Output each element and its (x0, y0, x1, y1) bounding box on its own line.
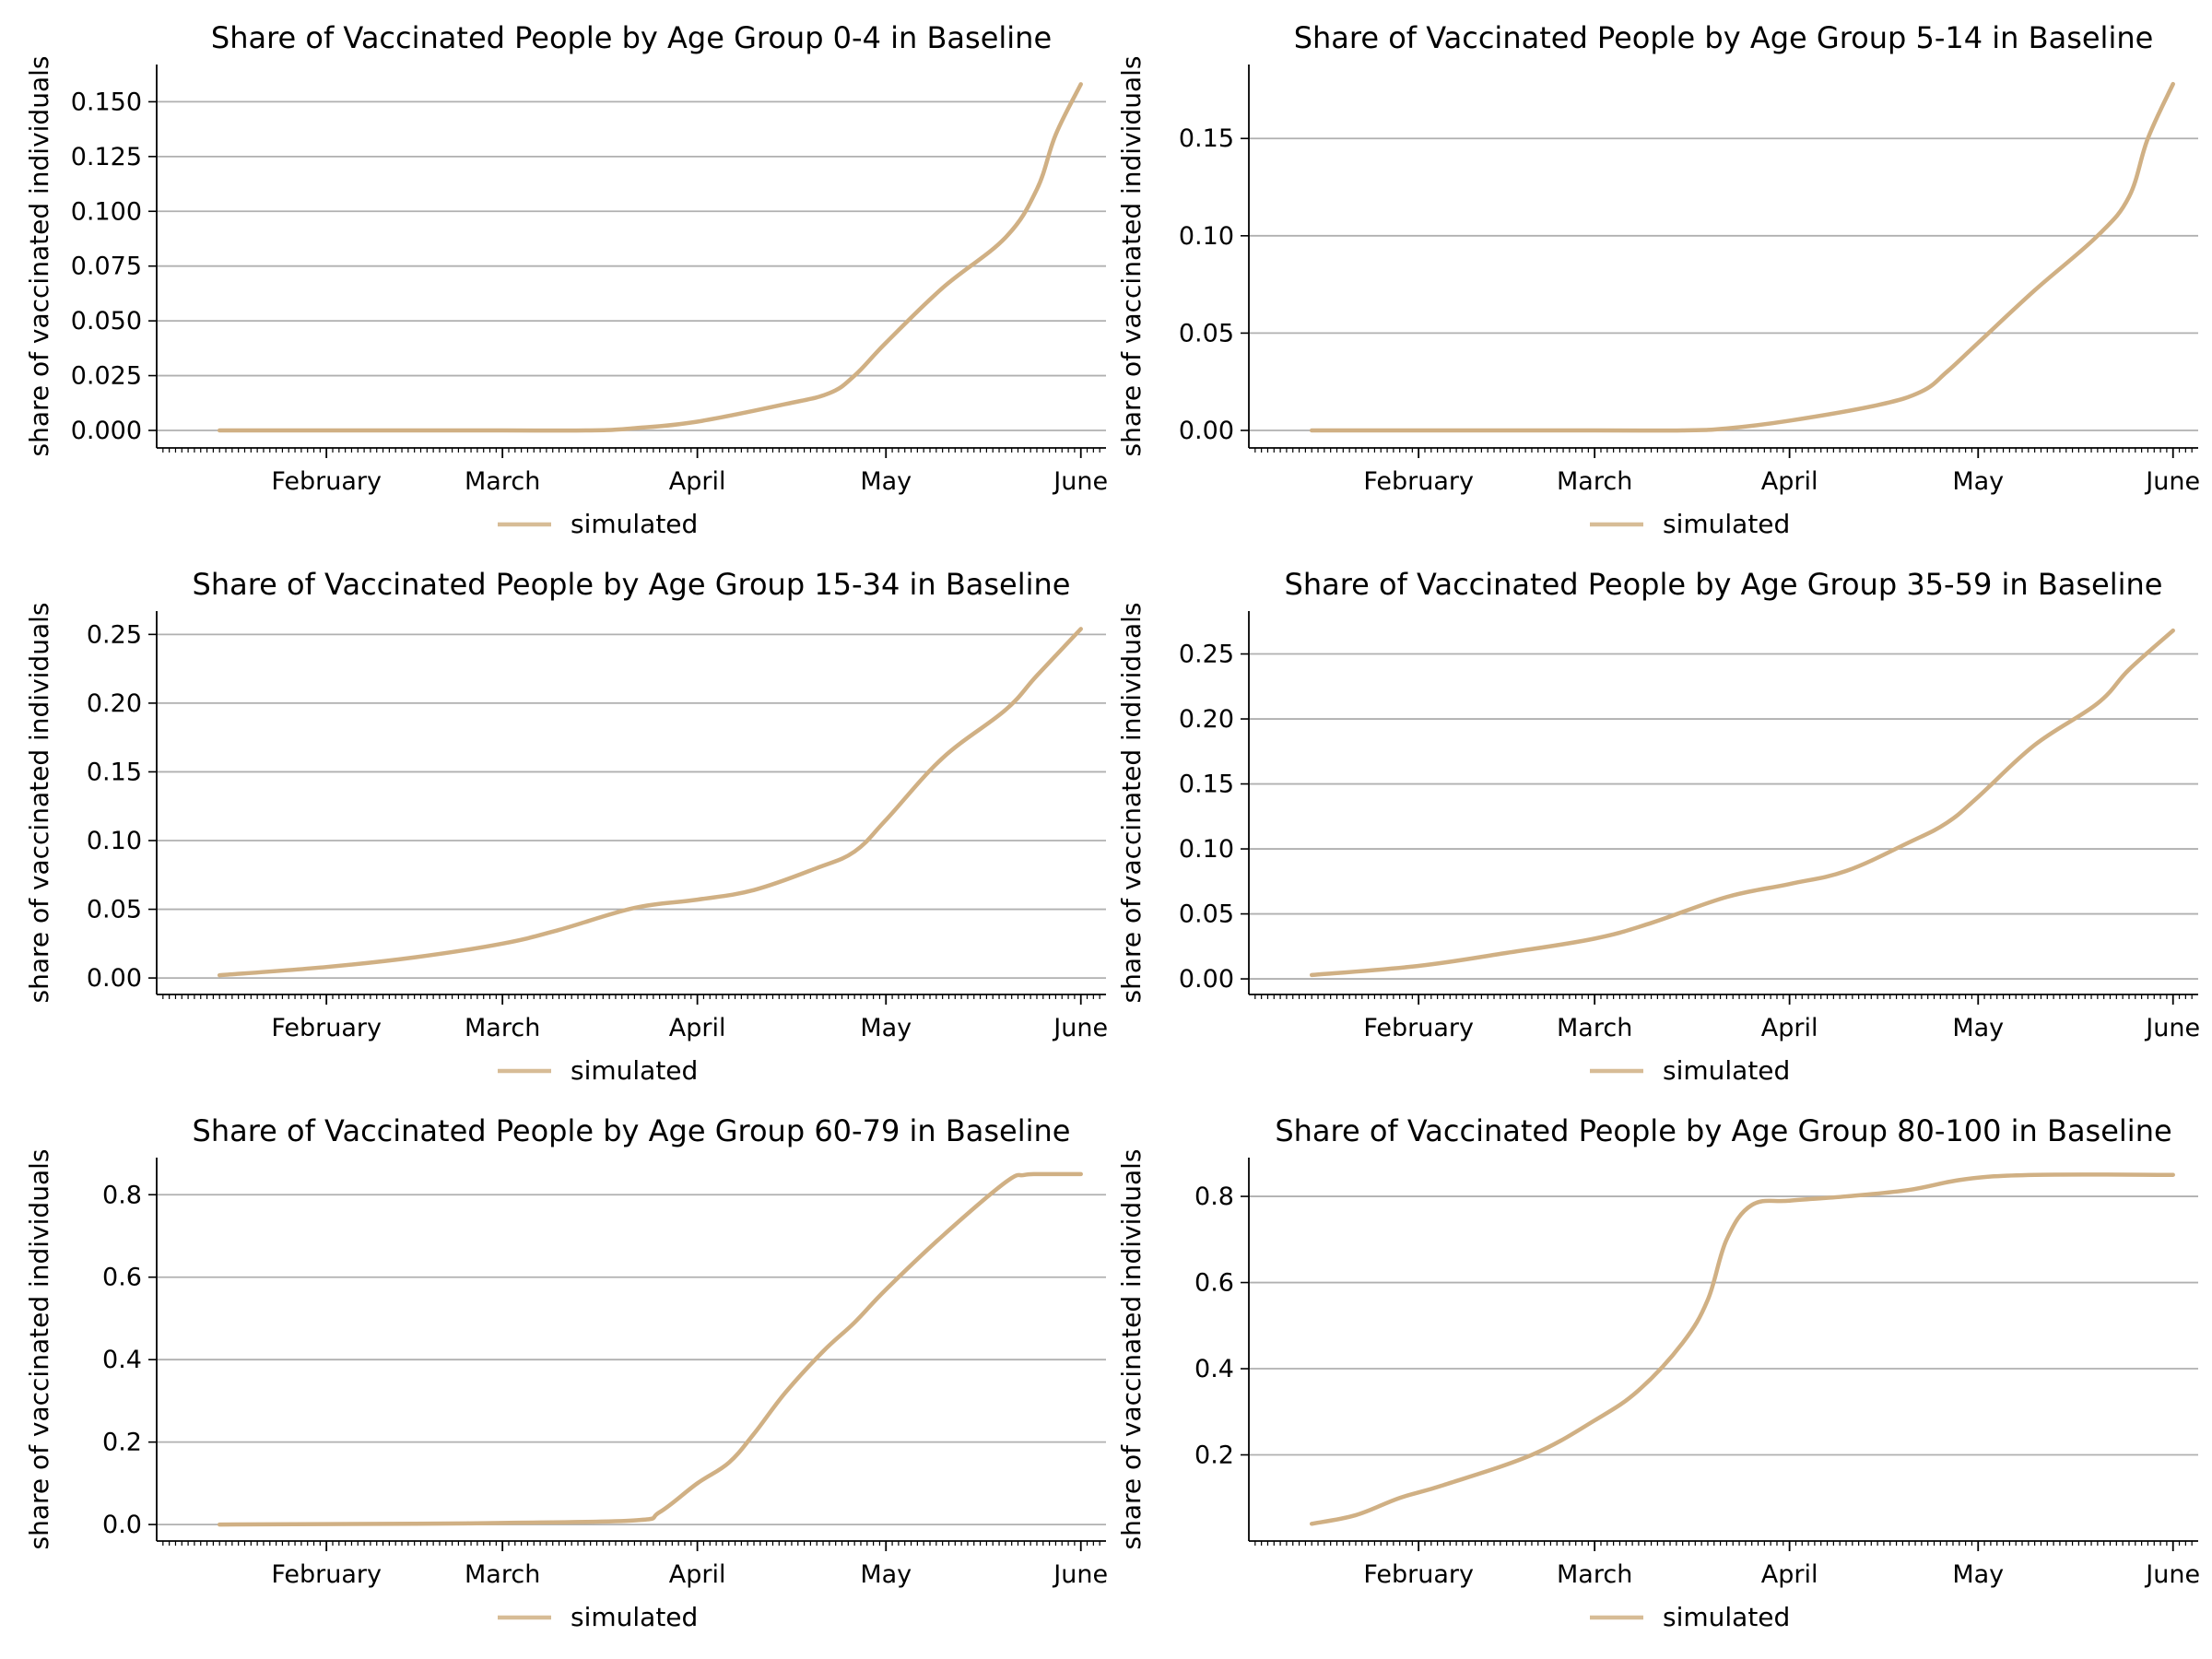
y-tick-label: 0.025 (71, 362, 142, 391)
chart-title: Share of Vaccinated People by Age Group … (211, 20, 1052, 55)
x-tick-label: April (669, 467, 726, 496)
y-tick-label: 0.0 (102, 1511, 142, 1539)
x-tick-label: April (669, 1014, 726, 1042)
y-axis-label: share of vaccinated individuals (24, 603, 54, 1004)
y-axis-label: share of vaccinated individuals (24, 56, 54, 457)
legend-label: simulated (571, 1602, 698, 1632)
y-tick-label: 0.8 (1194, 1182, 1234, 1211)
y-tick-label: 0.15 (87, 758, 142, 786)
chart-title: Share of Vaccinated People by Age Group … (1294, 20, 2154, 55)
chart-title: Share of Vaccinated People by Age Group … (193, 1113, 1071, 1148)
y-tick-label: 0.125 (71, 143, 142, 171)
y-tick-label: 0.150 (71, 88, 142, 116)
x-tick-label: May (1952, 1560, 2004, 1589)
x-tick-label: February (271, 1014, 382, 1042)
chart-panel-3: Share of Vaccinated People by Age Group … (0, 547, 1108, 1092)
chart-svg: Share of Vaccinated People by Age Group … (1116, 567, 2200, 1086)
y-tick-label: 0.15 (1179, 771, 1234, 799)
x-tick-label: June (1052, 467, 1108, 496)
chart-svg: Share of Vaccinated People by Age Group … (1116, 20, 2200, 539)
x-tick-label: April (1761, 1014, 1818, 1042)
y-tick-label: 0.4 (1194, 1355, 1234, 1383)
y-tick-label: 0.100 (71, 197, 142, 226)
chart-title: Share of Vaccinated People by Age Group … (193, 567, 1071, 602)
y-tick-label: 0.8 (102, 1181, 142, 1209)
y-tick-label: 0.00 (1179, 965, 1234, 994)
x-tick-label: February (1363, 1560, 1474, 1589)
legend-label: simulated (1663, 1055, 1790, 1086)
y-tick-label: 0.20 (87, 689, 142, 718)
chart-title: Share of Vaccinated People by Age Group … (1285, 567, 2163, 602)
chart-panel-6: Share of Vaccinated People by Age Group … (1092, 1093, 2200, 1639)
x-tick-label: March (1557, 1560, 1632, 1589)
series-line-simulated (1309, 81, 2175, 433)
x-tick-label: June (2144, 1560, 2200, 1589)
chart-panel-2: Share of Vaccinated People by Age Group … (1092, 0, 2200, 546)
y-axis-label: share of vaccinated individuals (1116, 56, 1147, 457)
x-tick-label: March (1557, 467, 1632, 496)
chart-svg: Share of Vaccinated People by Age Group … (24, 567, 1108, 1086)
x-tick-label: February (1363, 1014, 1474, 1042)
y-tick-label: 0.2 (102, 1429, 142, 1457)
y-tick-label: 0.050 (71, 307, 142, 335)
chart-svg: Share of Vaccinated People by Age Group … (1116, 1113, 2200, 1632)
x-tick-label: February (271, 1560, 382, 1589)
x-tick-label: May (860, 467, 912, 496)
x-tick-label: April (1761, 1560, 1818, 1589)
legend-label: simulated (1663, 509, 1790, 539)
chart-svg: Share of Vaccinated People by Age Group … (24, 1113, 1108, 1632)
legend-label: simulated (571, 1055, 698, 1086)
chart-panel-5: Share of Vaccinated People by Age Group … (0, 1093, 1108, 1639)
y-tick-label: 0.20 (1179, 705, 1234, 734)
y-tick-label: 0.4 (102, 1346, 142, 1374)
y-tick-label: 0.10 (87, 827, 142, 855)
x-tick-label: February (271, 467, 382, 496)
chart-svg: Share of Vaccinated People by Age Group … (24, 20, 1108, 539)
series-line-simulated (217, 82, 1083, 433)
legend-label: simulated (1663, 1602, 1790, 1632)
x-tick-label: April (669, 1560, 726, 1589)
y-tick-label: 0.2 (1194, 1441, 1234, 1470)
series-line-simulated (217, 1171, 1083, 1527)
series-line-simulated (1309, 1172, 2175, 1526)
y-tick-label: 0.10 (1179, 222, 1234, 251)
y-tick-label: 0.15 (1179, 124, 1234, 153)
x-tick-label: March (1557, 1014, 1632, 1042)
series-line-simulated (1309, 628, 2175, 978)
chart-panel-4: Share of Vaccinated People by Age Group … (1092, 547, 2200, 1092)
y-tick-label: 0.10 (1179, 835, 1234, 864)
legend-label: simulated (571, 509, 698, 539)
y-axis-label: share of vaccinated individuals (24, 1149, 54, 1550)
y-tick-label: 0.6 (102, 1264, 142, 1292)
x-tick-label: May (1952, 467, 2004, 496)
chart-title: Share of Vaccinated People by Age Group … (1275, 1113, 2171, 1148)
y-tick-label: 0.6 (1194, 1269, 1234, 1298)
y-tick-label: 0.075 (71, 253, 142, 281)
series-line-simulated (217, 627, 1083, 978)
x-tick-label: May (860, 1014, 912, 1042)
x-tick-label: June (1052, 1560, 1108, 1589)
y-tick-label: 0.000 (71, 417, 142, 445)
y-tick-label: 0.05 (87, 896, 142, 924)
x-tick-label: June (1052, 1014, 1108, 1042)
y-tick-label: 0.25 (87, 620, 142, 649)
x-tick-label: April (1761, 467, 1818, 496)
y-tick-label: 0.00 (1179, 417, 1234, 445)
y-tick-label: 0.25 (1179, 641, 1234, 669)
x-tick-label: May (860, 1560, 912, 1589)
x-tick-label: June (2144, 467, 2200, 496)
x-tick-label: March (465, 467, 540, 496)
y-axis-label: share of vaccinated individuals (1116, 603, 1147, 1004)
x-tick-label: March (465, 1014, 540, 1042)
x-tick-label: June (2144, 1014, 2200, 1042)
y-tick-label: 0.05 (1179, 319, 1234, 347)
y-tick-label: 0.05 (1179, 900, 1234, 929)
chart-panel-1: Share of Vaccinated People by Age Group … (0, 0, 1108, 546)
y-tick-label: 0.00 (87, 964, 142, 993)
x-tick-label: February (1363, 467, 1474, 496)
y-axis-label: share of vaccinated individuals (1116, 1149, 1147, 1550)
x-tick-label: May (1952, 1014, 2004, 1042)
x-tick-label: March (465, 1560, 540, 1589)
